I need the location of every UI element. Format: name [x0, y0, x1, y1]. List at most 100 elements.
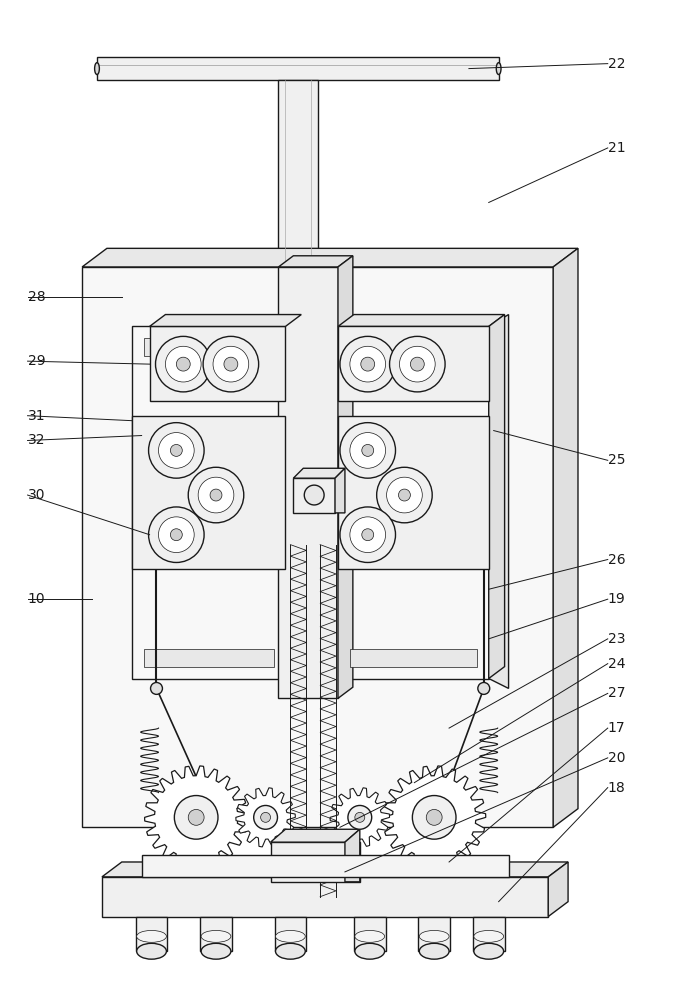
- Ellipse shape: [275, 943, 306, 959]
- Polygon shape: [143, 338, 273, 356]
- Ellipse shape: [275, 930, 306, 942]
- Polygon shape: [279, 256, 353, 267]
- Polygon shape: [383, 766, 486, 869]
- Polygon shape: [102, 862, 568, 877]
- Circle shape: [350, 517, 386, 553]
- Circle shape: [210, 489, 222, 501]
- Text: 19: 19: [608, 592, 625, 606]
- Text: 20: 20: [608, 751, 625, 765]
- Circle shape: [350, 346, 386, 382]
- Ellipse shape: [355, 930, 384, 942]
- Circle shape: [174, 796, 218, 839]
- Polygon shape: [419, 917, 450, 951]
- Circle shape: [386, 477, 422, 513]
- Text: 25: 25: [608, 453, 625, 467]
- Text: 32: 32: [28, 433, 45, 447]
- Polygon shape: [338, 416, 489, 569]
- Circle shape: [203, 336, 258, 392]
- Ellipse shape: [474, 943, 503, 959]
- Text: 30: 30: [28, 488, 45, 502]
- Circle shape: [213, 346, 249, 382]
- Circle shape: [362, 444, 374, 456]
- Circle shape: [355, 812, 365, 822]
- Circle shape: [149, 423, 204, 478]
- Polygon shape: [338, 326, 489, 679]
- Polygon shape: [548, 862, 568, 917]
- Text: 27: 27: [608, 686, 625, 700]
- Circle shape: [400, 346, 435, 382]
- Circle shape: [149, 507, 204, 562]
- Ellipse shape: [355, 943, 384, 959]
- Polygon shape: [271, 829, 360, 842]
- Polygon shape: [473, 917, 505, 951]
- Polygon shape: [489, 315, 505, 679]
- Polygon shape: [279, 267, 338, 698]
- Circle shape: [166, 346, 201, 382]
- Circle shape: [411, 357, 424, 371]
- Circle shape: [254, 805, 277, 829]
- Ellipse shape: [95, 63, 100, 75]
- Ellipse shape: [419, 943, 449, 959]
- Text: 28: 28: [28, 290, 45, 304]
- Polygon shape: [350, 649, 477, 667]
- Polygon shape: [293, 478, 335, 513]
- Polygon shape: [149, 326, 285, 401]
- Polygon shape: [200, 917, 232, 951]
- Circle shape: [224, 357, 238, 371]
- Circle shape: [348, 805, 371, 829]
- Circle shape: [413, 796, 456, 839]
- Circle shape: [158, 433, 194, 468]
- Text: 17: 17: [608, 721, 625, 735]
- Text: 23: 23: [608, 632, 625, 646]
- Ellipse shape: [137, 943, 166, 959]
- Ellipse shape: [419, 930, 449, 942]
- Text: 10: 10: [28, 592, 45, 606]
- Polygon shape: [350, 338, 477, 356]
- Circle shape: [362, 529, 374, 541]
- Text: 22: 22: [608, 57, 625, 71]
- Ellipse shape: [496, 63, 501, 75]
- Polygon shape: [82, 248, 578, 267]
- Circle shape: [260, 812, 271, 822]
- Polygon shape: [338, 256, 353, 698]
- Circle shape: [340, 336, 396, 392]
- Polygon shape: [354, 917, 386, 951]
- Text: 21: 21: [608, 141, 625, 155]
- Polygon shape: [335, 468, 345, 513]
- Polygon shape: [275, 917, 306, 951]
- Text: 18: 18: [608, 781, 625, 795]
- Polygon shape: [489, 315, 509, 688]
- Circle shape: [176, 357, 190, 371]
- Circle shape: [188, 467, 244, 523]
- Circle shape: [340, 423, 396, 478]
- Polygon shape: [132, 326, 285, 679]
- Circle shape: [155, 336, 211, 392]
- Circle shape: [361, 357, 375, 371]
- Circle shape: [426, 809, 442, 825]
- Circle shape: [377, 467, 432, 523]
- Circle shape: [198, 477, 234, 513]
- Polygon shape: [97, 57, 499, 80]
- Text: 31: 31: [28, 409, 45, 423]
- Ellipse shape: [474, 930, 503, 942]
- Circle shape: [170, 444, 182, 456]
- Polygon shape: [143, 649, 273, 667]
- Circle shape: [170, 529, 182, 541]
- Circle shape: [340, 507, 396, 562]
- Polygon shape: [82, 267, 553, 827]
- Circle shape: [151, 682, 162, 694]
- Polygon shape: [136, 917, 168, 951]
- Polygon shape: [141, 855, 509, 877]
- Text: 29: 29: [28, 354, 45, 368]
- Polygon shape: [102, 877, 548, 917]
- Polygon shape: [149, 315, 302, 326]
- Circle shape: [390, 336, 445, 392]
- Circle shape: [158, 517, 194, 553]
- Circle shape: [350, 433, 386, 468]
- Circle shape: [188, 809, 204, 825]
- Polygon shape: [132, 416, 285, 569]
- Text: 24: 24: [608, 657, 625, 671]
- Polygon shape: [271, 842, 360, 882]
- Polygon shape: [345, 829, 360, 882]
- Ellipse shape: [201, 930, 231, 942]
